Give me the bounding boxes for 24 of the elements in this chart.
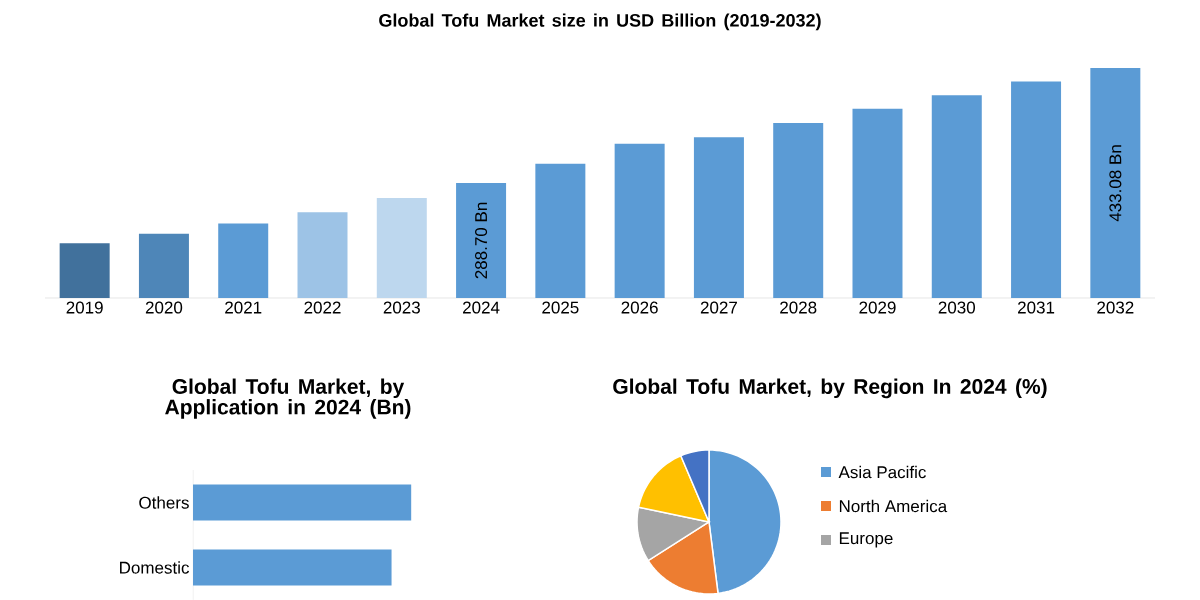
data-label: 288.70 Bn: [475, 202, 488, 279]
x-tick-label: 2023: [383, 301, 420, 314]
legend-label: Europe: [839, 532, 893, 548]
x-tick-label: 2020: [145, 301, 183, 314]
x-tick-label: 2030: [938, 301, 976, 314]
legend-label: Asia Pacific: [838, 465, 926, 479]
x-tick-label: 2022: [304, 301, 341, 314]
x-tick-label: 2019: [66, 301, 103, 314]
x-tick-label: 2024: [463, 301, 500, 314]
x-tick-label: 2032: [1097, 301, 1134, 314]
y-tick-label: Domestic: [120, 561, 190, 574]
chart-title: Global Tofu Market size in USD Billion (2019-2032): [379, 13, 821, 31]
x-tick-label: 2021: [225, 301, 262, 314]
x-tick-label: 2028: [780, 301, 817, 314]
y-tick-label: Others: [139, 496, 189, 509]
legend-label: North America: [839, 499, 948, 513]
x-tick-label: 2029: [859, 301, 896, 314]
x-tick-label: 2027: [700, 301, 737, 314]
x-tick-label: 2031: [1018, 301, 1055, 314]
chart-title: Global Tofu Market, by Application in 2024 (Bn): [165, 378, 411, 419]
data-label: 433.08 Bn: [1109, 145, 1122, 222]
x-tick-label: 2025: [542, 301, 579, 314]
x-tick-label: 2026: [621, 301, 658, 314]
chart-title: Global Tofu Market, by Region In 2024 (%): [613, 378, 1047, 399]
